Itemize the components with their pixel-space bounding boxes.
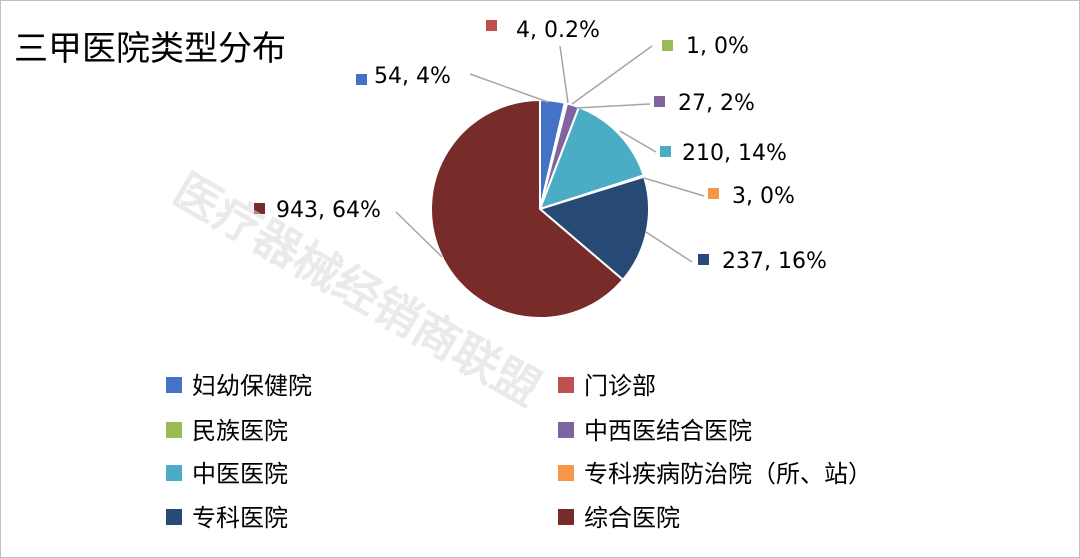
data-label-7: 943, 64% <box>276 198 381 223</box>
legend-swatch-4 <box>166 465 182 481</box>
leader-line-1 <box>559 45 569 104</box>
data-label-3: 27, 2% <box>678 91 755 116</box>
legend-label-1: 门诊部 <box>584 372 656 400</box>
chart-title: 三甲医院类型分布 <box>14 29 286 69</box>
leader-line-6 <box>645 231 693 263</box>
legend-swatch-5 <box>558 465 574 481</box>
legend-label-6: 专科医院 <box>192 504 288 532</box>
pie-slice-7 <box>430 98 625 319</box>
data-label-key-1 <box>486 20 497 31</box>
pie-slice-6 <box>537 175 650 282</box>
legend-label-0: 妇幼保健院 <box>192 372 312 400</box>
legend-swatch-6 <box>166 509 182 525</box>
data-label-key-0 <box>356 74 367 85</box>
data-label-0: 54, 4% <box>374 64 451 89</box>
data-label-key-6 <box>698 254 709 265</box>
legend-label-5: 专科疾病防治院（所、站） <box>584 460 872 488</box>
leader-line-4 <box>619 130 657 153</box>
data-label-4: 210, 14% <box>682 141 787 166</box>
legend-swatch-2 <box>166 422 182 438</box>
data-label-6: 237, 16% <box>722 249 827 274</box>
data-label-key-2 <box>662 40 673 51</box>
leader-line-7 <box>395 211 443 258</box>
legend-swatch-1 <box>558 377 574 393</box>
data-label-5: 3, 0% <box>732 184 795 209</box>
leader-line-3 <box>575 103 651 109</box>
legend-swatch-7 <box>558 509 574 525</box>
legend-label-2: 民族医院 <box>192 417 288 445</box>
data-label-key-7 <box>254 203 265 214</box>
data-label-key-3 <box>654 96 665 107</box>
leader-line-2 <box>571 45 653 105</box>
data-label-1: 4, 0.2% <box>516 18 600 43</box>
legend-label-4: 中医医院 <box>192 460 288 488</box>
leader-line-0 <box>469 73 549 103</box>
legend-label-7: 综合医院 <box>584 504 680 532</box>
leader-line-5 <box>643 177 705 197</box>
data-label-2: 1, 0% <box>686 34 749 59</box>
legend-swatch-0 <box>166 377 182 393</box>
legend-label-3: 中西医结合医院 <box>584 417 752 445</box>
data-label-key-5 <box>708 188 719 199</box>
legend-swatch-3 <box>558 422 574 438</box>
data-label-key-4 <box>660 146 671 157</box>
